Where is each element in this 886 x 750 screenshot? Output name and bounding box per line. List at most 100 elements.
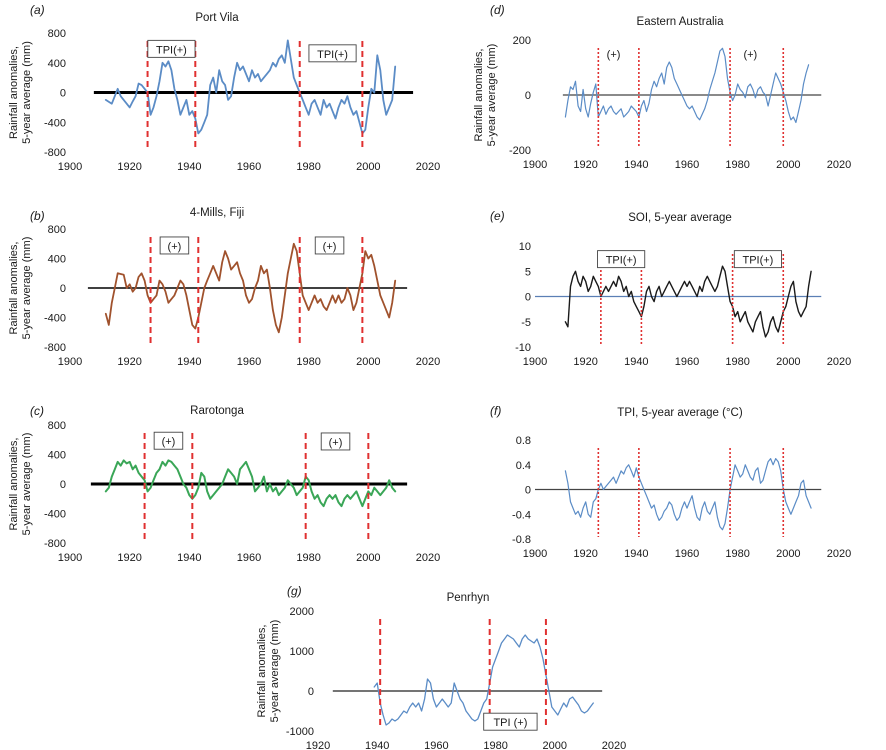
annotation-label: TPI(+): [156, 44, 187, 56]
x-tick-label: 2020: [416, 356, 440, 368]
x-tick-label: 2000: [356, 161, 380, 173]
y-tick-label: 0: [525, 292, 531, 304]
y-axis-label-line: Rainfall anomalies,: [473, 49, 485, 142]
y-tick-label: 800: [48, 420, 66, 432]
y-tick-label: -400: [44, 509, 66, 521]
x-tick-label: 2020: [827, 159, 851, 171]
annotation: TPI(+): [733, 250, 782, 269]
y-tick-label: 200: [513, 35, 531, 47]
x-tick-label: 1920: [573, 159, 597, 171]
y-tick-label: -1000: [286, 726, 314, 738]
panel-label: (c): [30, 404, 44, 418]
annotation-box: [153, 431, 184, 450]
series-line: [104, 242, 397, 334]
x-tick-label: 2000: [776, 548, 800, 560]
x-tick-label: 1900: [58, 552, 82, 564]
annotation: TPI(+): [147, 39, 196, 58]
y-axis-label: Rainfall anomalies,5-year average (mm): [473, 44, 498, 147]
y-axis-label-line: Rainfall anomalies,: [8, 46, 20, 139]
x-tick-label: 1980: [725, 548, 749, 560]
x-tick-label: 1900: [58, 161, 82, 173]
y-tick-label: 10: [519, 241, 531, 253]
y-tick-label: -800: [44, 147, 66, 159]
x-tick-label: 2020: [827, 356, 851, 368]
y-tick-label: -400: [44, 313, 66, 325]
annotation-label: (+): [607, 49, 621, 61]
annotation-box: [159, 236, 190, 255]
chart-panel-e: (e) SOI, 5-year average -10 -5 0 5 10 1900 1920 1…: [490, 209, 851, 368]
y-tick-label: -0.8: [512, 534, 531, 546]
annotation: TPI(+): [308, 44, 357, 63]
y-tick-label: 0: [525, 90, 531, 102]
y-tick-label: -800: [44, 342, 66, 354]
annotation: TPI(+): [597, 250, 646, 269]
chart-title: Eastern Australia: [637, 16, 725, 28]
x-tick-label: 2000: [776, 159, 800, 171]
annotation: (+): [320, 432, 351, 451]
x-tick-label: 2020: [602, 740, 626, 750]
annotation-box: [597, 250, 646, 269]
y-tick-label: -400: [44, 117, 66, 129]
x-tick-label: 1940: [365, 740, 389, 750]
series-line: [564, 458, 812, 531]
x-tick-label: 1960: [675, 159, 699, 171]
x-tick-label: 1900: [523, 356, 547, 368]
y-axis-label-line: Rainfall anomalies,: [8, 242, 20, 335]
x-tick-label: 1960: [237, 552, 261, 564]
chart-panel-b: (b) 4-Mills, Fiji Rainfall anomalies,5-yea…: [8, 207, 440, 368]
x-tick-label: 1960: [237, 161, 261, 173]
annotation-box: [320, 432, 351, 451]
x-tick-label: 1920: [573, 356, 597, 368]
annotation-label: (+): [162, 436, 176, 448]
y-tick-label: 400: [48, 254, 66, 266]
annotation: TPI (+): [483, 712, 538, 731]
x-tick-label: 1940: [177, 356, 201, 368]
panel-label: (a): [30, 3, 45, 17]
y-axis-label-line: 5-year average (mm): [486, 44, 498, 147]
x-tick-label: 1900: [58, 356, 82, 368]
y-axis-label-line: Rainfall anomalies,: [8, 438, 20, 531]
panel-label: (f): [490, 404, 501, 418]
series-line: [564, 47, 810, 124]
annotation: (+): [607, 49, 621, 61]
annotation-label: TPI(+): [606, 255, 637, 267]
panel-label: (b): [30, 209, 45, 223]
x-tick-label: 1920: [573, 548, 597, 560]
y-axis-label-line: 5-year average (mm): [21, 237, 33, 340]
y-tick-label: 0.8: [516, 435, 531, 447]
x-tick-label: 1960: [675, 548, 699, 560]
chart-panel-d: (d) Eastern Australia Rainfall anomalies,5…: [473, 3, 851, 171]
x-tick-label: 1900: [523, 548, 547, 560]
chart-panel-c: (c) Rarotonga Rainfall anomalies,5-year av…: [8, 404, 440, 564]
panel-label: (e): [490, 209, 505, 223]
annotation-box: [147, 39, 196, 58]
chart-panel-a: (a) Port Vila Rainfall anomalies,5-year av…: [8, 3, 440, 173]
x-tick-label: 1940: [624, 356, 648, 368]
y-axis-label-line: 5-year average (mm): [21, 433, 33, 536]
annotation-label: (+): [329, 437, 343, 449]
y-tick-label: -800: [44, 538, 66, 550]
x-tick-label: 2000: [776, 356, 800, 368]
x-tick-label: 1980: [296, 356, 320, 368]
chart-title: 4-Mills, Fiji: [190, 207, 244, 219]
annotation-box: [483, 712, 538, 731]
x-tick-label: 1940: [177, 161, 201, 173]
series-line: [104, 459, 397, 508]
chart-title: Rarotonga: [190, 405, 244, 417]
y-axis-label: Rainfall anomalies,5-year average (mm): [256, 620, 281, 723]
panel-label: (g): [287, 584, 302, 598]
x-tick-label: 2020: [827, 548, 851, 560]
annotation: (+): [314, 236, 345, 255]
annotation-label: TPI(+): [317, 49, 348, 61]
y-tick-label: 0: [60, 479, 66, 491]
y-axis-label: Rainfall anomalies,5-year average (mm): [8, 237, 33, 340]
annotation-box: [308, 44, 357, 63]
y-tick-label: 1000: [290, 646, 314, 658]
annotation: (+): [159, 236, 190, 255]
annotation-label: (+): [743, 49, 757, 61]
chart-title: Port Vila: [195, 12, 239, 24]
y-tick-label: 0: [60, 88, 66, 100]
annotation-label: TPI(+): [742, 255, 773, 267]
x-tick-label: 1960: [675, 356, 699, 368]
